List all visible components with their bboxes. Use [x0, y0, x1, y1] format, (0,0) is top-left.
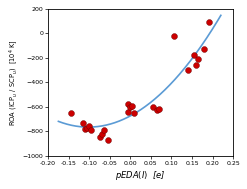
Point	[155, 109, 159, 112]
X-axis label: $pEDA(I)$  [e]: $pEDA(I)$ [e]	[115, 169, 166, 182]
Point	[126, 103, 130, 106]
Point	[203, 48, 206, 51]
Point	[106, 138, 110, 141]
Point	[130, 104, 134, 107]
Point	[186, 69, 190, 72]
Point	[69, 111, 73, 114]
Point	[102, 129, 106, 132]
Point	[206, 21, 210, 24]
Point	[89, 129, 93, 132]
Point	[196, 58, 200, 61]
Point	[126, 110, 130, 113]
Point	[172, 34, 176, 37]
Point	[100, 132, 103, 135]
Point	[128, 105, 132, 108]
Point	[132, 111, 136, 114]
Point	[83, 127, 87, 130]
Point	[87, 125, 91, 128]
Point	[192, 54, 196, 57]
Y-axis label: ROA ($\mathrm{ICP}_u$ / $\mathrm{SCP}_u$)  [$10^4$ K]: ROA ($\mathrm{ICP}_u$ / $\mathrm{SCP}_u$…	[7, 39, 20, 126]
Point	[157, 108, 161, 111]
Point	[151, 105, 155, 108]
Point	[85, 126, 89, 129]
Point	[81, 121, 85, 124]
Point	[194, 64, 198, 67]
Point	[98, 136, 102, 139]
